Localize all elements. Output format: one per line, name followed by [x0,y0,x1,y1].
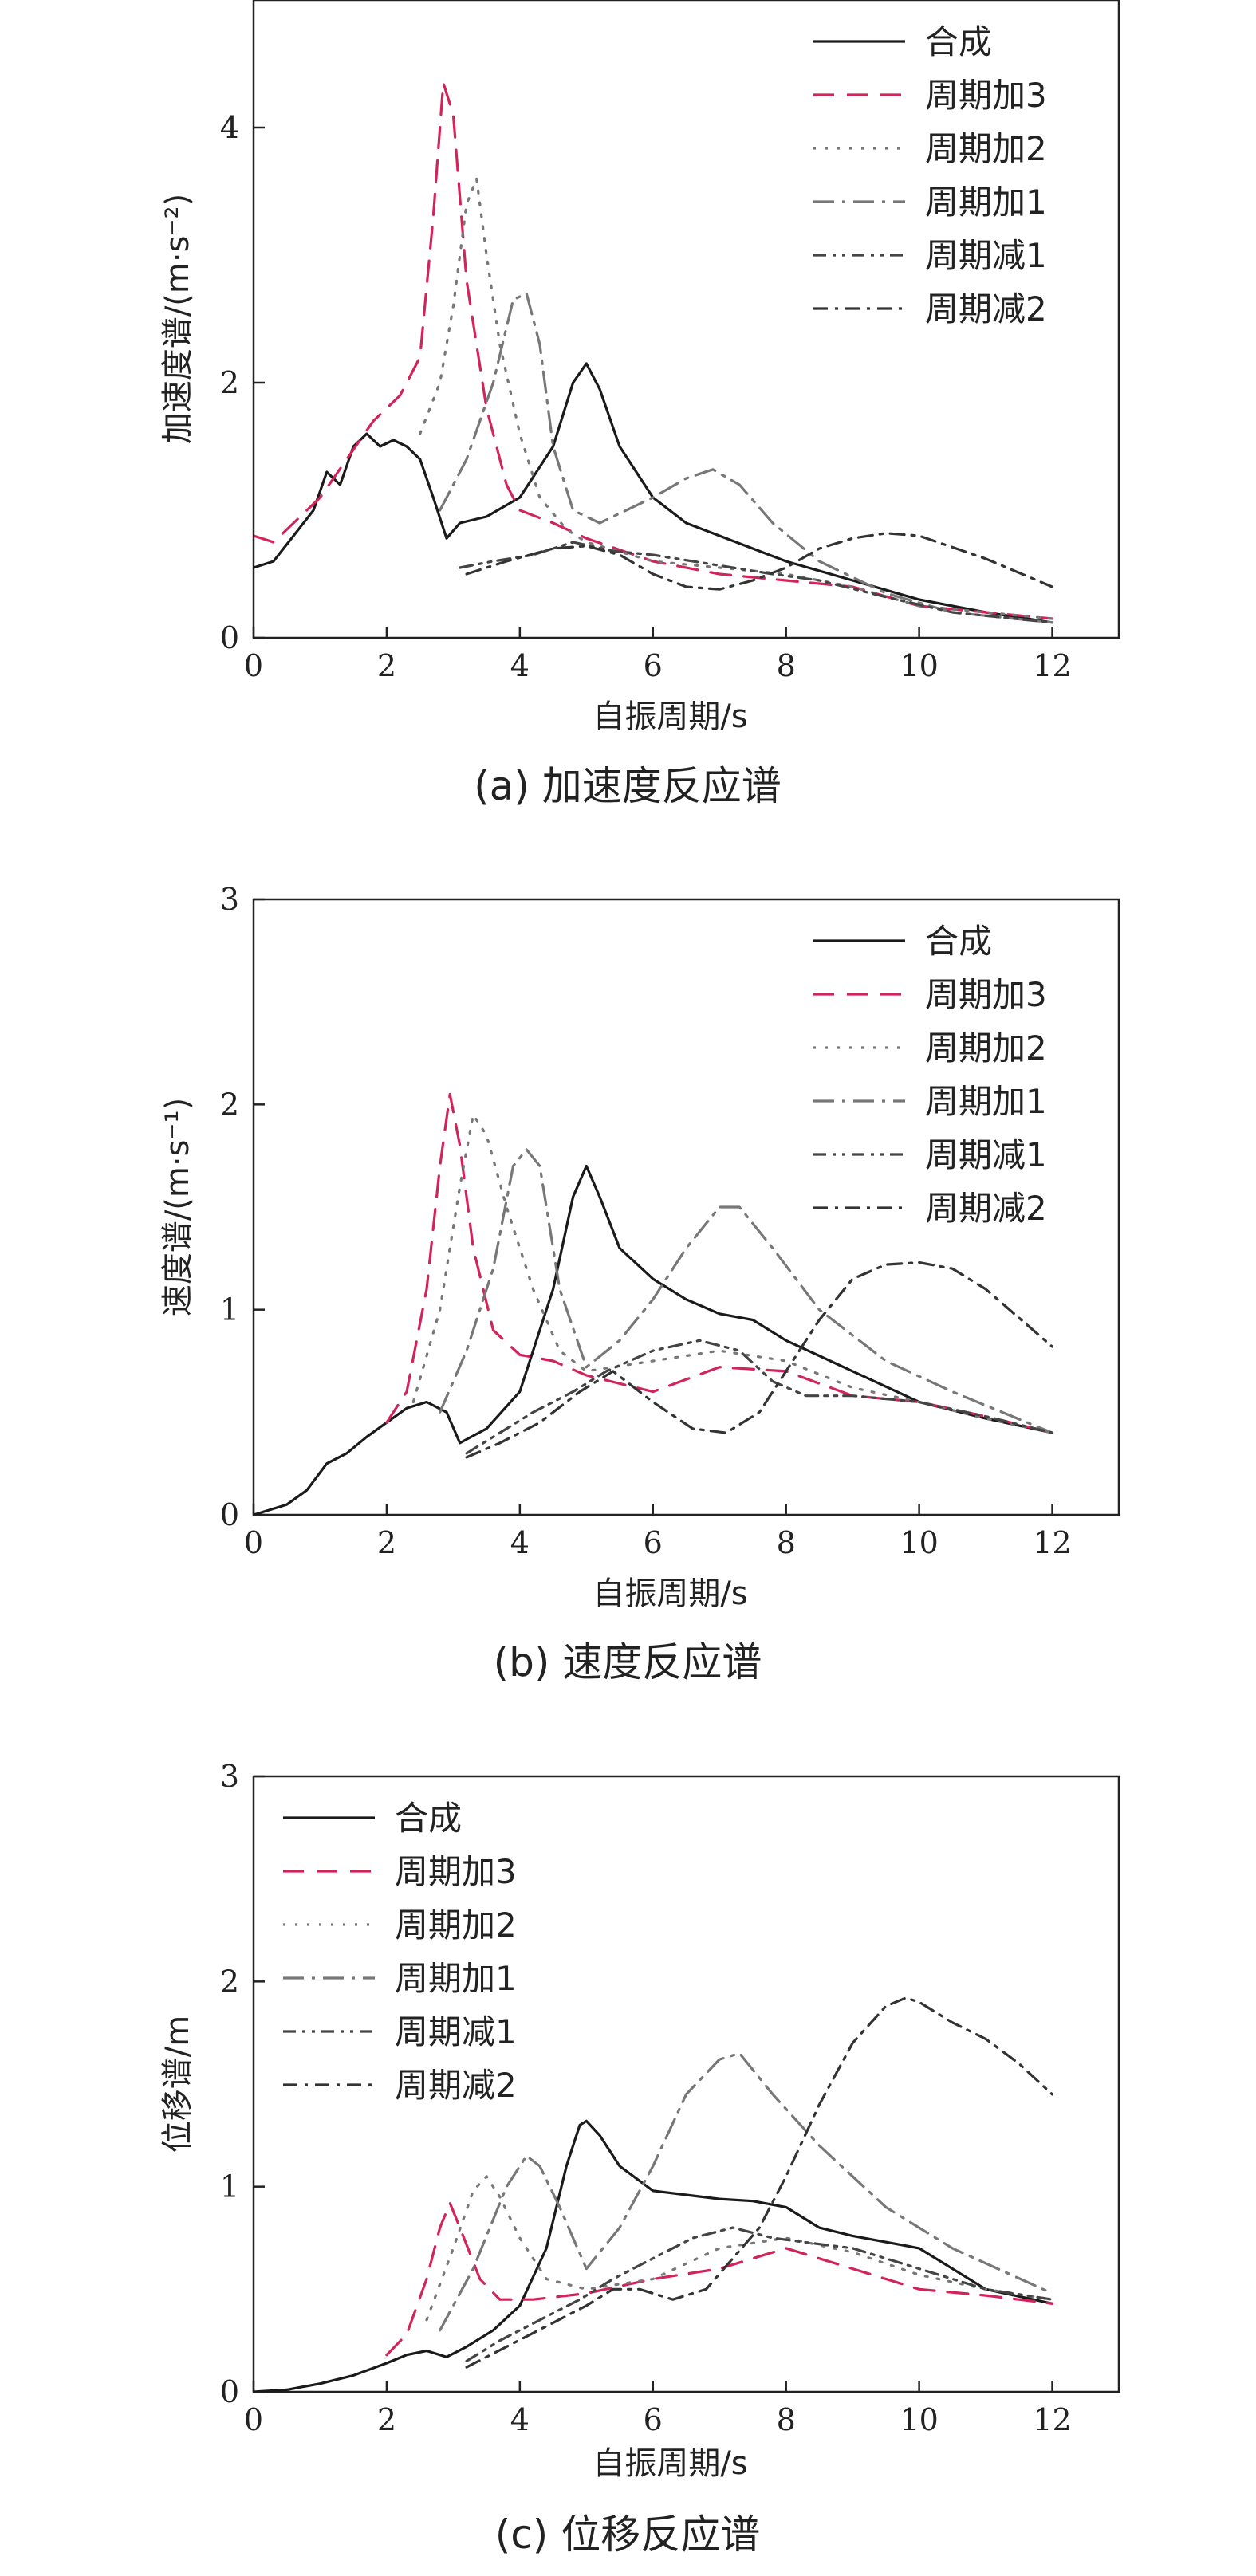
x-tick-label: 2 [377,2402,396,2437]
y-tick-label: 1 [220,2169,239,2204]
legend-label: 合成 [925,22,992,61]
legend-label: 周期加1 [925,183,1047,222]
legend-label: 周期减2 [925,1189,1047,1228]
series-line-3 [419,177,1054,620]
x-tick-label: 6 [644,2402,663,2437]
series-line-1 [254,2119,1054,2392]
legend-label: 周期减1 [395,2012,517,2051]
y-tick-label: 2 [220,365,239,400]
legend-label: 周期减1 [925,1135,1047,1174]
y-tick-label: 2 [220,1964,239,1999]
x-tick-label: 6 [644,648,663,683]
legend-label: 合成 [395,1799,462,1838]
y-tick-label: 2 [220,1087,239,1122]
legend-label: 周期加1 [925,1082,1047,1121]
x-tick-label: 12 [1033,2402,1071,2437]
y-tick-label: 3 [220,1759,239,1794]
y-tick-label: 0 [220,1497,239,1532]
y-tick-label: 1 [220,1292,239,1327]
legend-label: 周期加3 [925,76,1047,115]
legend-label: 周期加2 [925,1028,1047,1068]
series-line-2 [385,2201,1054,2357]
series-line-3 [411,1113,1054,1434]
series-line-6 [465,532,1054,591]
plot-frame [252,1775,1120,2393]
y-tick-label: 4 [220,110,239,145]
series-line-5 [459,541,1054,624]
series-line-4 [439,2051,1054,2332]
y-axis-title: 速度谱/(m·s⁻¹) [159,1098,196,1316]
x-axis-title: 自振周期/s [593,698,747,735]
legend-label: 周期减1 [925,236,1047,275]
x-tick-label: 12 [1033,1525,1071,1560]
x-tick-label: 4 [510,2402,530,2437]
chart-panel-1: 0 2 4 6 8 10 12 0 2 4 自振周期/s 加速度谱/(m·s⁻²) (a) 加速度反应谱… [159,0,1120,809]
series-line-2 [254,81,1054,620]
x-tick-label: 10 [900,1525,938,1560]
series-line-3 [425,2175,1054,2322]
series-line-6 [465,1996,1054,2369]
legend-label: 周期加2 [925,129,1047,168]
y-tick-label: 3 [220,882,239,917]
x-tick-label: 2 [377,1525,396,1560]
panel-caption: (a) 加速度反应谱 [474,763,782,809]
series-line-5 [465,2226,1054,2362]
x-tick-label: 4 [510,1525,530,1560]
series-line-4 [439,1148,1054,1434]
series-line-5 [465,1339,1054,1455]
series-line-1 [254,362,1054,624]
x-tick-label: 8 [777,648,796,683]
x-axis-title: 自振周期/s [593,1575,747,1612]
panel-caption: (c) 位移反应谱 [495,2511,760,2558]
plot-frame [252,898,1120,1516]
plot-frame [252,0,1120,639]
x-tick-label: 0 [244,1525,263,1560]
x-axis-title: 自振周期/s [593,2445,747,2482]
x-tick-label: 8 [777,1525,796,1560]
y-axis-title: 位移谱/m [159,2016,196,2153]
legend-label: 合成 [925,922,992,961]
legend-label: 周期加1 [395,1959,517,1998]
panel-caption: (b) 速度反应谱 [494,1639,762,1685]
series-line-4 [439,292,1054,624]
legend-label: 周期加2 [395,1905,517,1945]
x-tick-label: 12 [1033,648,1071,683]
x-tick-label: 2 [377,648,396,683]
y-axis-title: 加速度谱/(m·s⁻²) [159,194,196,444]
x-tick-label: 0 [244,648,263,683]
legend-label: 周期减2 [395,2066,517,2105]
legend-label: 周期加3 [925,975,1047,1014]
x-tick-label: 10 [900,648,938,683]
x-tick-label: 0 [244,2402,263,2437]
x-tick-label: 4 [510,648,530,683]
y-tick-label: 0 [220,620,239,655]
legend-label: 周期减2 [925,289,1047,328]
x-tick-label: 8 [777,2402,796,2437]
y-tick-label: 0 [220,2374,239,2409]
x-tick-label: 6 [644,1525,663,1560]
x-tick-label: 10 [900,2402,938,2437]
series-line-1 [254,1164,1054,1515]
series-line-6 [465,1260,1054,1459]
legend-label: 周期加3 [395,1852,517,1891]
